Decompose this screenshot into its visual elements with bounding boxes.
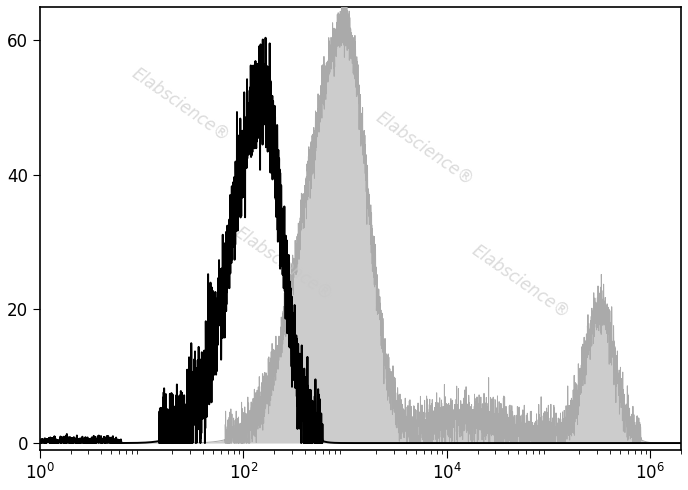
Text: Elabscience®: Elabscience® [129,64,233,145]
Text: Elabscience®: Elabscience® [469,241,573,322]
Text: Elabscience®: Elabscience® [231,223,336,304]
Text: Elabscience®: Elabscience® [372,108,477,189]
